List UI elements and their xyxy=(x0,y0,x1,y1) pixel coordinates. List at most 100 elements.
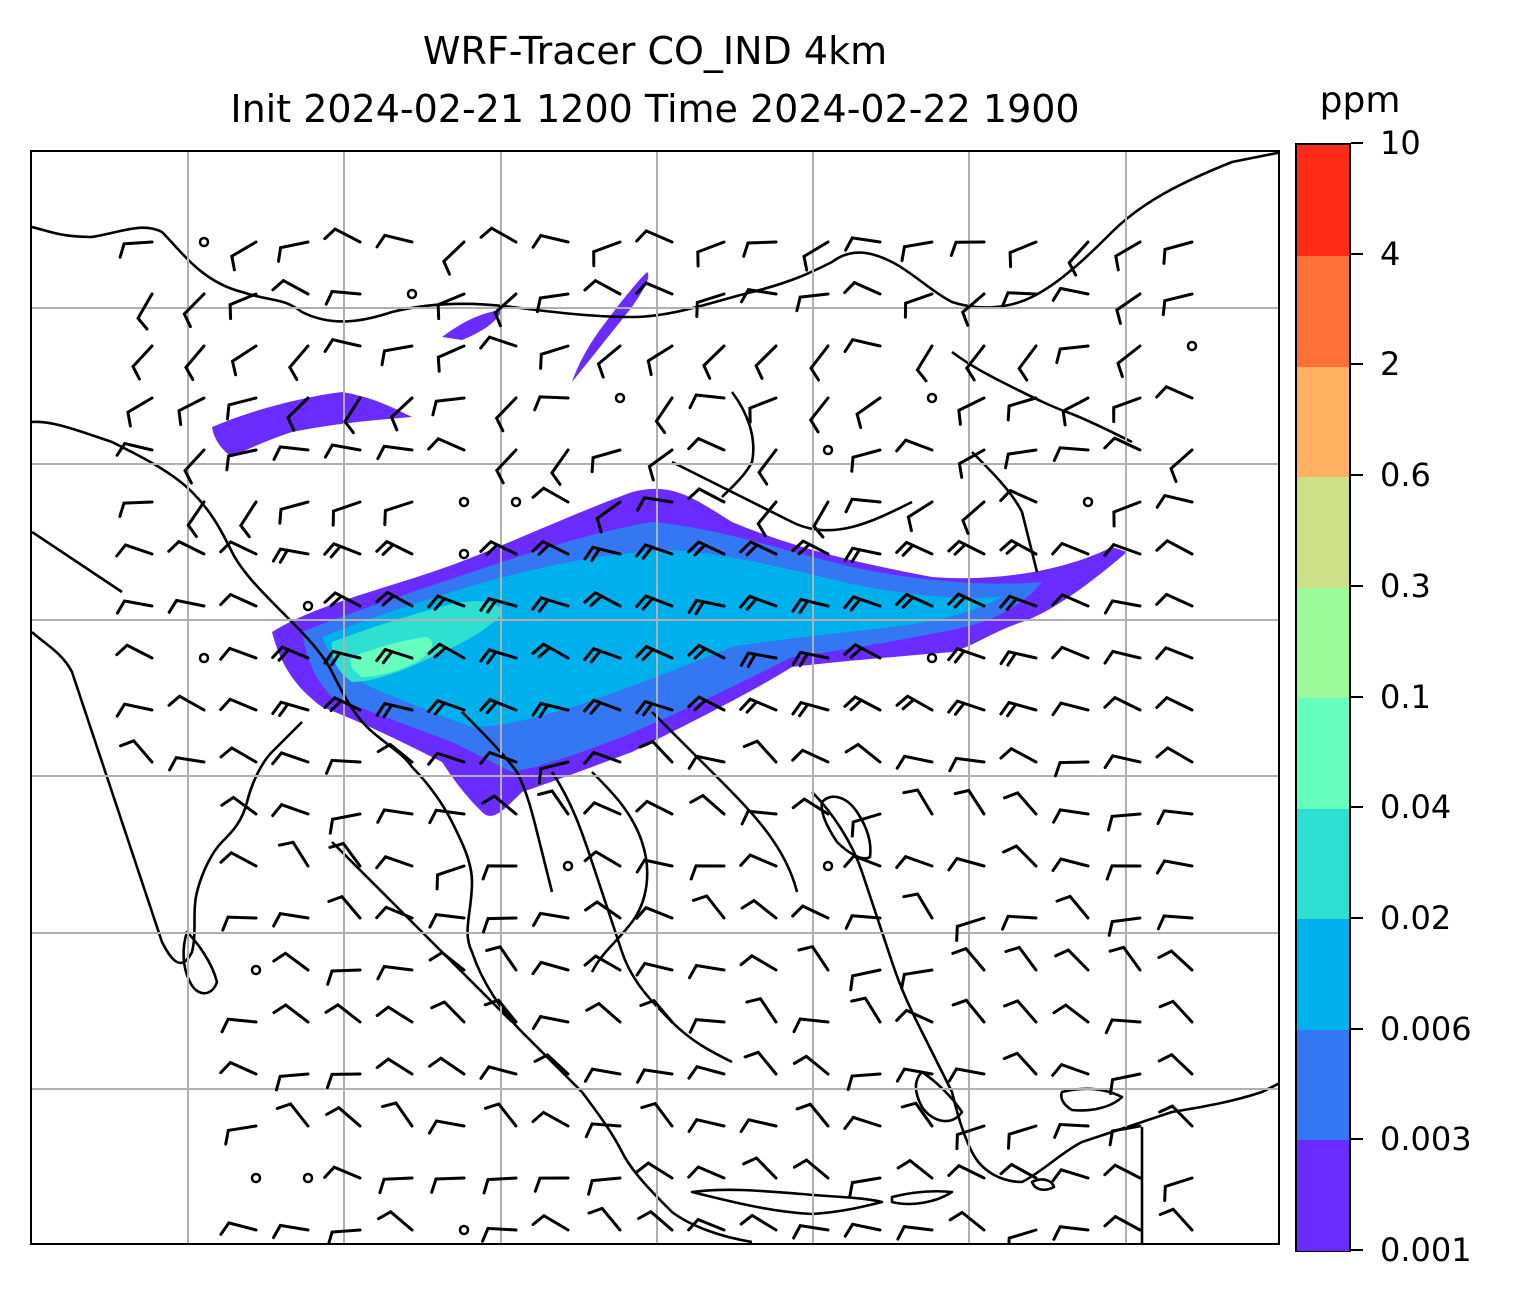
wind-barb xyxy=(647,448,674,482)
wind-barb xyxy=(427,437,466,452)
wind-barb xyxy=(380,344,414,367)
calm-wind-marker xyxy=(250,964,262,976)
wind-barb xyxy=(230,240,258,272)
wind-barb xyxy=(167,598,206,614)
wind-barb xyxy=(1157,1052,1194,1076)
wind-barb xyxy=(323,443,362,459)
wind-barb xyxy=(808,396,830,434)
wind-barb xyxy=(323,649,362,667)
wind-barb xyxy=(850,996,882,1024)
wind-barb xyxy=(739,697,778,714)
calm-wind-marker xyxy=(1186,340,1198,352)
colorbar-tick xyxy=(1351,474,1363,477)
wind-barb xyxy=(848,1176,882,1198)
calm-wind-marker xyxy=(458,548,470,560)
wind-barb xyxy=(587,1206,622,1232)
colorbar-tick xyxy=(1351,584,1363,587)
wind-barb xyxy=(947,856,986,872)
wind-barb xyxy=(533,395,570,412)
calm-wind-marker xyxy=(302,1172,314,1184)
wind-barb xyxy=(479,750,518,765)
wind-barb xyxy=(1155,746,1194,764)
wind-barb xyxy=(219,1221,258,1236)
wind-barb xyxy=(687,1118,726,1133)
wind-barb xyxy=(537,760,570,785)
colorbar-tick xyxy=(1351,1249,1363,1251)
coastlines xyxy=(32,152,1278,1243)
wind-barb xyxy=(635,699,674,717)
wind-barb xyxy=(1006,396,1038,422)
wind-barb xyxy=(635,961,674,977)
wind-barb xyxy=(595,500,622,534)
wind-barb xyxy=(167,694,206,712)
wind-barb xyxy=(1158,1207,1194,1232)
wind-barb xyxy=(584,1122,622,1139)
wind-barb xyxy=(949,240,986,257)
wind-barb xyxy=(596,344,622,379)
chart-title-line1: WRF-Tracer CO_IND 4km xyxy=(422,29,888,73)
colorbar-segment xyxy=(1297,1029,1349,1140)
wind-barb xyxy=(895,1067,934,1083)
wind-barb xyxy=(168,755,206,772)
colorbar-tick-label: 0.3 xyxy=(1380,566,1431,605)
wind-barb xyxy=(583,646,622,664)
wind-barb xyxy=(947,1163,986,1180)
calm-wind-marker xyxy=(926,652,938,664)
wind-barb xyxy=(221,915,258,932)
wind-barb xyxy=(323,227,362,244)
wind-barb xyxy=(999,700,1038,718)
wind-barb xyxy=(584,900,622,920)
wind-barb xyxy=(483,1102,518,1128)
colorbar-segment xyxy=(1297,697,1349,809)
wind-barb xyxy=(325,1072,362,1090)
wind-barb xyxy=(895,540,934,557)
wind-barb xyxy=(695,292,726,318)
wind-barb xyxy=(1158,999,1194,1024)
colorbar-unit: ppm xyxy=(1319,80,1401,121)
wind-barb xyxy=(286,396,310,432)
wind-barb xyxy=(533,1176,570,1193)
wind-barb xyxy=(635,281,674,296)
wind-barb xyxy=(1051,1062,1090,1077)
wind-barb xyxy=(843,280,882,296)
calm-wind-marker xyxy=(822,444,834,456)
wind-barb xyxy=(1105,864,1142,881)
wind-barb xyxy=(791,797,830,816)
wind-barb xyxy=(220,1017,258,1034)
wind-barb xyxy=(323,1165,362,1180)
colorbar-segment xyxy=(1297,476,1349,588)
wind-barb xyxy=(323,591,362,608)
wind-barb xyxy=(850,448,882,473)
wind-barb xyxy=(955,916,986,942)
wind-barb xyxy=(481,1226,518,1243)
colorbar-tick-label: 0.02 xyxy=(1380,898,1452,937)
wind-barb xyxy=(479,1065,518,1080)
wind-barb xyxy=(1052,1225,1090,1241)
wind-barb xyxy=(640,1101,674,1128)
wind-barb xyxy=(1001,291,1038,308)
colorbar-tick-label: 0.003 xyxy=(1380,1120,1472,1159)
wind-barb xyxy=(328,841,362,868)
wind-barb xyxy=(843,1222,882,1238)
wind-barb xyxy=(696,240,726,268)
wind-barb xyxy=(428,808,466,825)
wind-barb xyxy=(739,594,778,611)
map-panel[interactable] xyxy=(30,150,1280,1245)
wind-barb xyxy=(479,596,518,614)
wind-barb xyxy=(895,1008,934,1024)
wind-barb xyxy=(999,488,1038,504)
wind-barb xyxy=(646,344,674,377)
wind-barb xyxy=(435,864,466,891)
wind-barb xyxy=(844,236,882,252)
wind-barb xyxy=(999,594,1038,611)
wind-barb xyxy=(220,795,258,816)
calm-wind-marker xyxy=(562,860,574,872)
wind-barb xyxy=(271,547,310,564)
wind-barb xyxy=(740,809,778,826)
wind-barb xyxy=(843,595,882,612)
wind-barb xyxy=(583,545,622,563)
wind-barb xyxy=(531,539,570,556)
wind-barb xyxy=(271,700,310,717)
colorbar xyxy=(1295,143,1351,1252)
wind-barb xyxy=(756,500,778,538)
